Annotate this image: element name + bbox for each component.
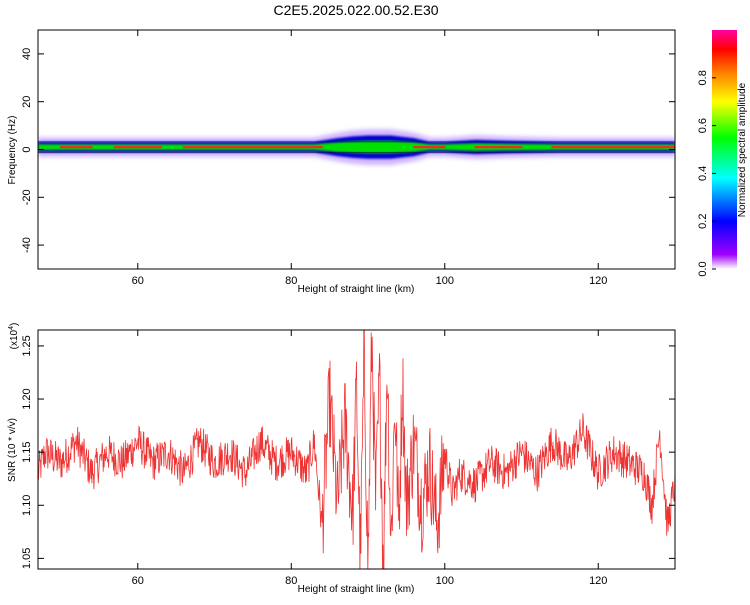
snr-x-tick-label: 80 xyxy=(285,575,297,587)
colorbar: 0.0 0.2 0.4 0.6 0.8 Normalized spectral ampl… xyxy=(697,30,748,277)
spectrogram-y-tick-label: 20 xyxy=(21,96,33,108)
spectrogram-y-tick-label: -40 xyxy=(21,237,33,253)
snr-y-tick-label: 1.25 xyxy=(21,335,33,356)
snr-x-ticks: 60 80 100 120 xyxy=(132,330,607,587)
snr-y-tick-label: 1.10 xyxy=(21,495,33,516)
colorbar-ticks: 0.0 0.2 0.4 0.6 0.8 xyxy=(697,70,716,277)
snr-y-ticks: 1.25 1.20 1.15 1.10 1.05 xyxy=(21,335,675,569)
svg-text:(x104): (x104) xyxy=(8,323,20,350)
snr-frame xyxy=(37,329,676,570)
spectrogram-y-label: Frequency (Hz) xyxy=(7,116,18,185)
colorbar-gradient xyxy=(712,30,737,269)
snr-y-label: SNR (10 * v/v) xyxy=(7,418,18,482)
colorbar-tick-label: 0.4 xyxy=(697,166,709,181)
snr-multiplier-base: (x10 xyxy=(9,329,20,349)
band-mid xyxy=(38,140,675,154)
colorbar-label: Normalized spectral amplitude xyxy=(737,82,748,217)
colorbar-tick-label: 0.8 xyxy=(697,70,709,85)
spectrogram-panel: 60 80 100 120 40 20 0 -20 -40 Height of straigh… xyxy=(7,29,676,295)
snr-series-line xyxy=(38,330,675,569)
snr-x-tick-label: 60 xyxy=(132,575,144,587)
spectrogram-x-tick-label: 80 xyxy=(285,275,297,287)
band-core xyxy=(38,141,675,153)
colorbar-tick-label: 0.2 xyxy=(697,214,709,229)
snr-y-tick-label: 1.20 xyxy=(21,388,33,409)
snr-y-tick-label: 1.15 xyxy=(21,441,33,462)
spectrogram-x-tick-label: 60 xyxy=(132,275,144,287)
spectrogram-y-tick-label: 40 xyxy=(21,48,33,60)
snr-y-tick-label: 1.05 xyxy=(21,548,33,569)
figure-title: C2E5.2025.022.00.52.E30 xyxy=(273,2,438,18)
spectrogram-x-ticks: 60 80 100 120 xyxy=(132,30,607,287)
spectrogram-y-tick-label: -20 xyxy=(21,189,33,205)
colorbar-tick-label: 0.0 xyxy=(697,261,709,276)
spectrogram-x-label: Height of straight line (km) xyxy=(298,284,415,295)
snr-multiplier: (x104) xyxy=(8,323,20,350)
snr-multiplier-exp: 4 xyxy=(8,326,15,330)
spectrogram-x-tick-label: 120 xyxy=(589,275,607,287)
spectrogram-y-tick-label: 0 xyxy=(21,146,33,152)
snr-x-tick-label: 120 xyxy=(589,575,607,587)
spectrogram-band xyxy=(38,129,675,165)
snr-x-tick-label: 100 xyxy=(436,575,454,587)
spectrogram-x-tick-label: 100 xyxy=(436,275,454,287)
snr-x-label: Height of straight line (km) xyxy=(298,584,415,595)
colorbar-tick-label: 0.6 xyxy=(697,118,709,133)
spectrogram-y-ticks: 40 20 0 -20 -40 xyxy=(21,48,675,253)
snr-panel: 60 80 100 120 1.25 1.20 1.15 1.10 1.05 Height o… xyxy=(7,323,676,595)
